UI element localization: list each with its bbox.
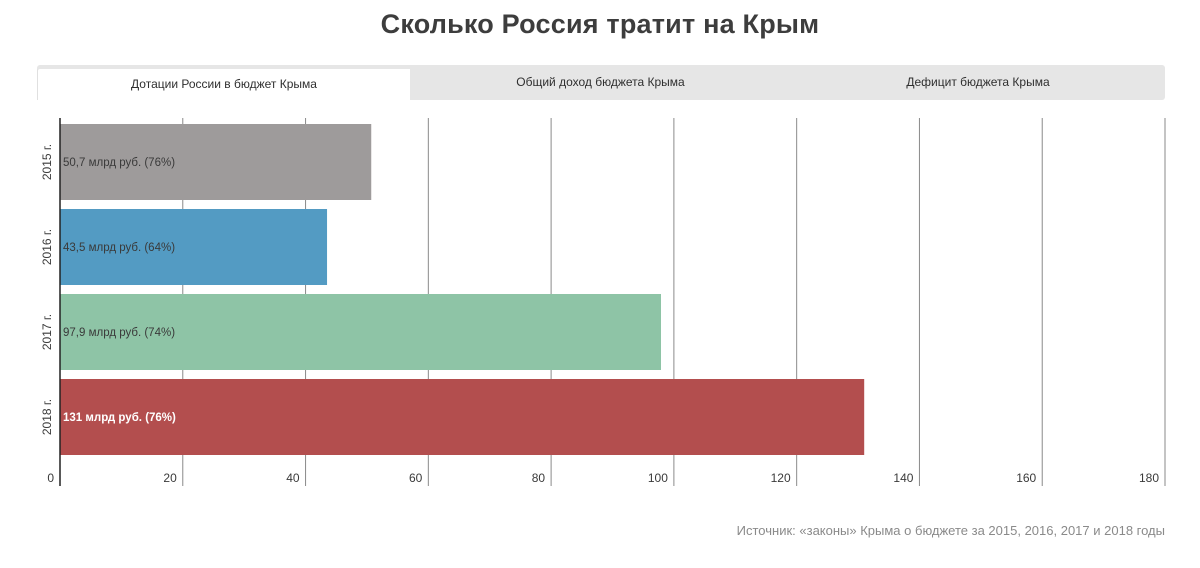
x-tick-label: 120	[771, 471, 791, 485]
x-tick-label: 140	[893, 471, 913, 485]
category-label: 2015 г.	[40, 144, 54, 180]
category-label: 2018 г.	[40, 399, 54, 435]
category-label: 2017 г.	[40, 314, 54, 350]
tab-total-revenue[interactable]: Общий доход бюджета Крыма	[516, 75, 685, 89]
tab-subsidies[interactable]: Дотации России в бюджет Крыма	[37, 68, 410, 100]
tab-bar: Дотации России в бюджет Крыма Общий дохо…	[37, 65, 1165, 100]
category-label: 2016 г.	[40, 229, 54, 265]
bar	[60, 379, 865, 455]
bar-chart: 0 20 40 60 80 100 120 140 160 180 50,7 млрд руб. (…	[40, 118, 1166, 486]
bar	[60, 294, 661, 370]
data-label: 97,9 млрд руб. (74%)	[63, 327, 175, 339]
x-tick-label: 160	[1016, 471, 1036, 485]
x-tick-label: 40	[286, 471, 300, 485]
x-tick-label: 180	[1139, 471, 1159, 485]
data-label: 50,7 млрд руб. (76%)	[63, 157, 175, 169]
data-label: 131 млрд руб. (76%)	[63, 412, 176, 424]
tab-budget-deficit[interactable]: Дефицит бюджета Крыма	[906, 75, 1050, 89]
bar	[60, 209, 328, 285]
chart-title: Сколько Россия тратит на Крым	[380, 9, 820, 39]
source-note: Источник: «законы» Крыма о бюджете за 20…	[736, 523, 1165, 538]
data-label: 43,5 млрд руб. (64%)	[63, 242, 175, 254]
x-tick-label: 100	[648, 471, 668, 485]
x-tick-label: 20	[163, 471, 177, 485]
x-tick-label: 0	[47, 471, 54, 485]
x-tick-label: 80	[532, 471, 546, 485]
x-tick-label: 60	[409, 471, 423, 485]
bar	[60, 124, 372, 200]
